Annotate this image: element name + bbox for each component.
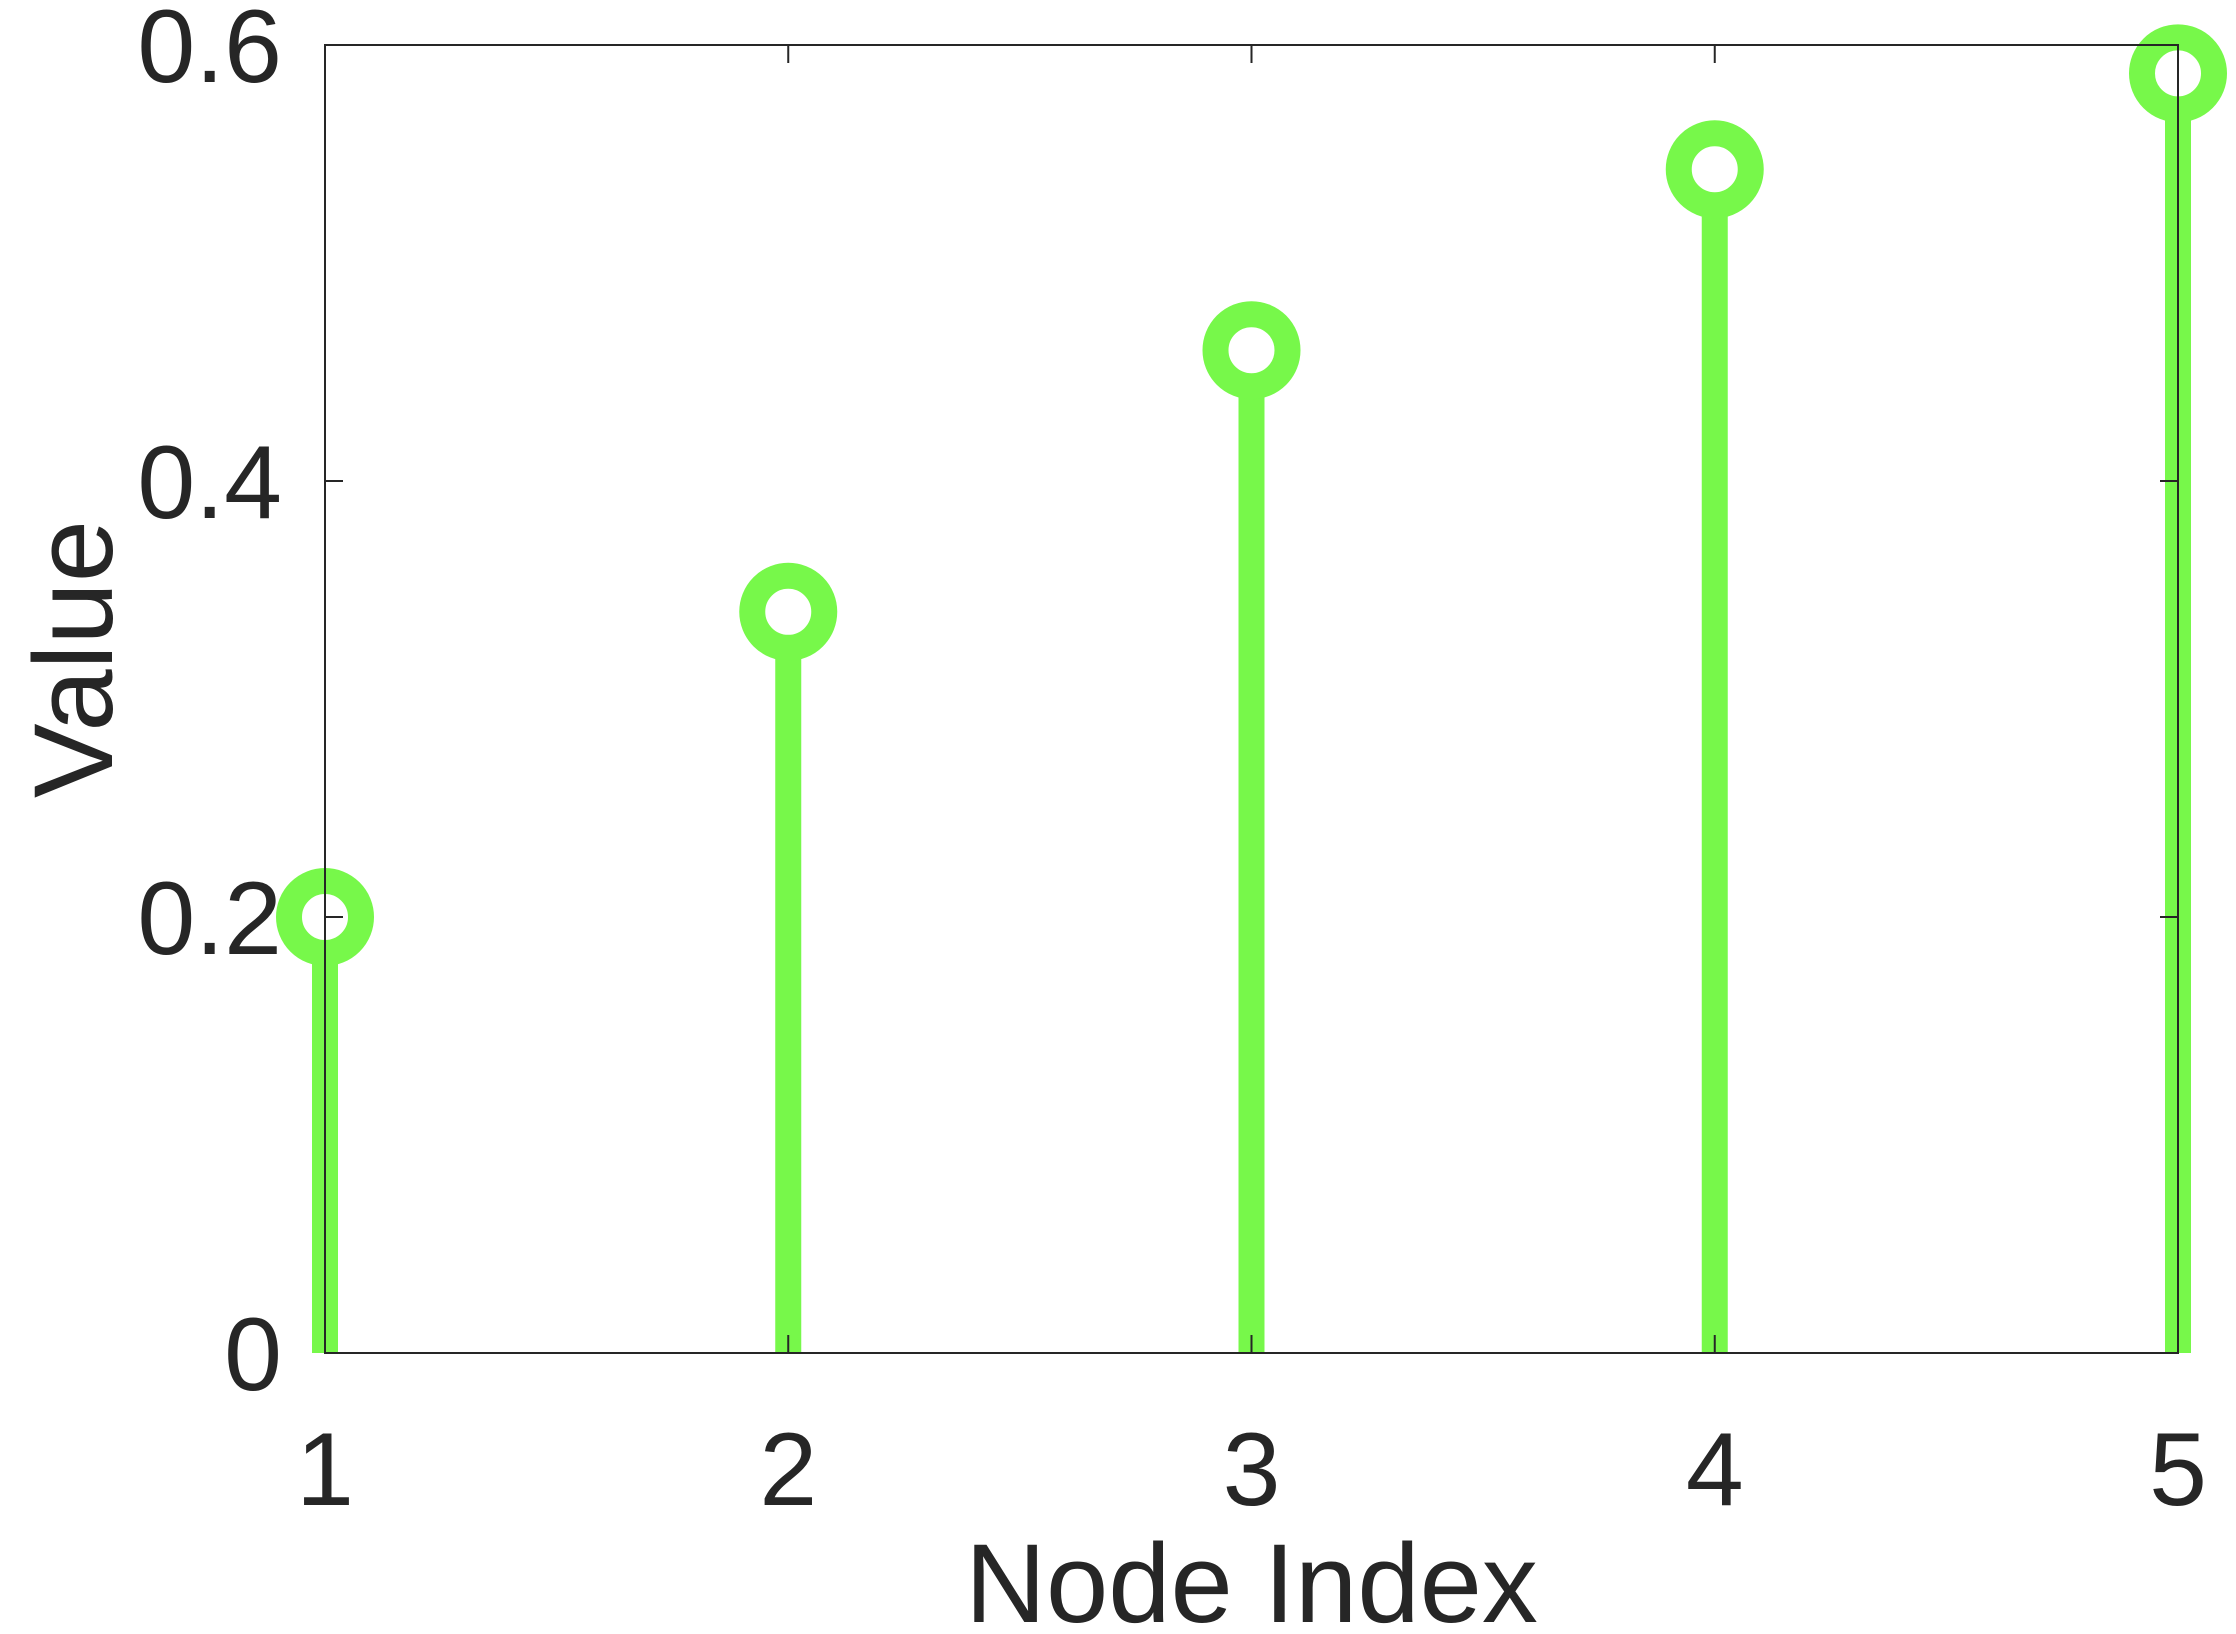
ticks-layer <box>324 44 2179 1354</box>
x-tick-label: 2 <box>759 1412 817 1528</box>
y-tick-label: 0 <box>224 1297 282 1413</box>
stem-marker <box>1202 301 1301 400</box>
x-tick-label: 5 <box>2149 1412 2207 1528</box>
y-tick-label: 0.4 <box>137 425 282 541</box>
x-axis-label: Node Index <box>965 1521 1538 1634</box>
x-tick-label: 4 <box>1686 1412 1744 1528</box>
y-tick-label: 0.2 <box>137 861 282 977</box>
stem-marker <box>1665 120 1764 219</box>
y-tick-label: 0.6 <box>137 0 282 105</box>
stem-marker <box>739 562 838 661</box>
y-axis-label: Value <box>11 520 136 798</box>
tick-labels-layer: 1 2 3 4 5 0 0.2 0.4 0.6 <box>137 0 2207 1528</box>
x-tick-label: 1 <box>296 1412 354 1528</box>
x-tick-label: 3 <box>1223 1412 1281 1528</box>
